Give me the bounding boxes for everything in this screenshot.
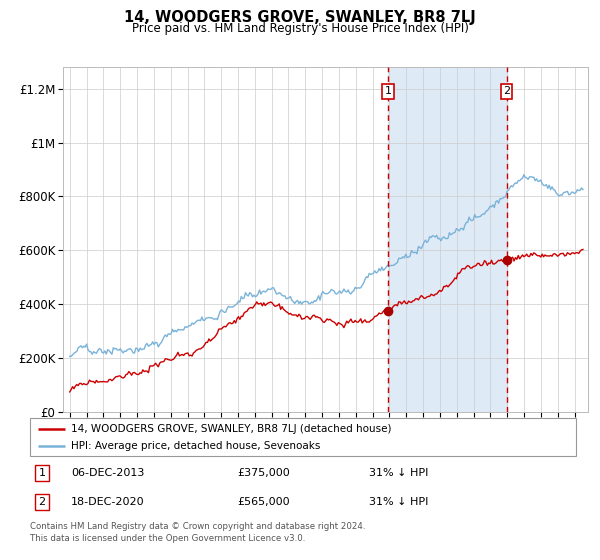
- Text: Contains HM Land Registry data © Crown copyright and database right 2024.
This d: Contains HM Land Registry data © Crown c…: [30, 522, 365, 543]
- Text: Price paid vs. HM Land Registry's House Price Index (HPI): Price paid vs. HM Land Registry's House …: [131, 22, 469, 35]
- Text: 2: 2: [38, 497, 46, 507]
- Text: 14, WOODGERS GROVE, SWANLEY, BR8 7LJ (detached house): 14, WOODGERS GROVE, SWANLEY, BR8 7LJ (de…: [71, 423, 391, 433]
- Text: 06-DEC-2013: 06-DEC-2013: [71, 468, 145, 478]
- Text: 2: 2: [503, 86, 510, 96]
- Text: 31% ↓ HPI: 31% ↓ HPI: [368, 497, 428, 507]
- Text: 1: 1: [38, 468, 46, 478]
- Text: 1: 1: [385, 86, 392, 96]
- Text: HPI: Average price, detached house, Sevenoaks: HPI: Average price, detached house, Seve…: [71, 441, 320, 451]
- Bar: [388, 67, 506, 412]
- Text: £375,000: £375,000: [238, 468, 290, 478]
- Text: £565,000: £565,000: [238, 497, 290, 507]
- Text: 18-DEC-2020: 18-DEC-2020: [71, 497, 145, 507]
- Text: 31% ↓ HPI: 31% ↓ HPI: [368, 468, 428, 478]
- Text: 14, WOODGERS GROVE, SWANLEY, BR8 7LJ: 14, WOODGERS GROVE, SWANLEY, BR8 7LJ: [124, 10, 476, 25]
- FancyBboxPatch shape: [30, 418, 576, 456]
